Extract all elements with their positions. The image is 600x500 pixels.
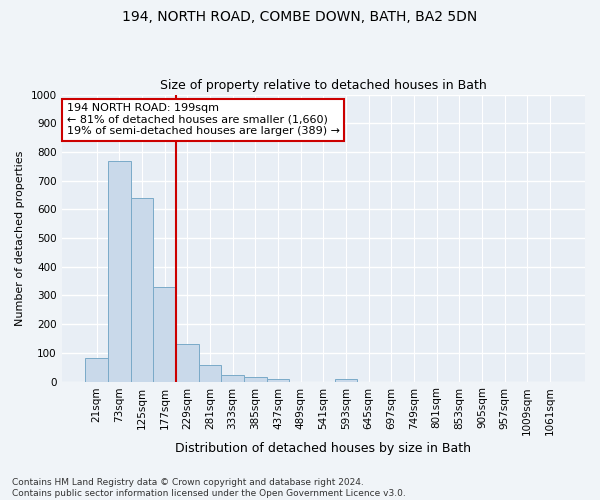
- Bar: [176, 344, 199, 382]
- Bar: [221, 376, 244, 382]
- Bar: [244, 376, 266, 382]
- Bar: [154, 287, 176, 382]
- Bar: [199, 365, 221, 382]
- Bar: [85, 358, 108, 382]
- Text: 194, NORTH ROAD, COMBE DOWN, BATH, BA2 5DN: 194, NORTH ROAD, COMBE DOWN, BATH, BA2 5…: [122, 10, 478, 24]
- Bar: [335, 380, 357, 382]
- Text: 194 NORTH ROAD: 199sqm
← 81% of detached houses are smaller (1,660)
19% of semi-: 194 NORTH ROAD: 199sqm ← 81% of detached…: [67, 103, 340, 136]
- Title: Size of property relative to detached houses in Bath: Size of property relative to detached ho…: [160, 79, 487, 92]
- Y-axis label: Number of detached properties: Number of detached properties: [15, 150, 25, 326]
- Bar: [131, 198, 154, 382]
- Bar: [266, 378, 289, 382]
- Bar: [108, 160, 131, 382]
- Text: Contains HM Land Registry data © Crown copyright and database right 2024.
Contai: Contains HM Land Registry data © Crown c…: [12, 478, 406, 498]
- X-axis label: Distribution of detached houses by size in Bath: Distribution of detached houses by size …: [175, 442, 471, 455]
